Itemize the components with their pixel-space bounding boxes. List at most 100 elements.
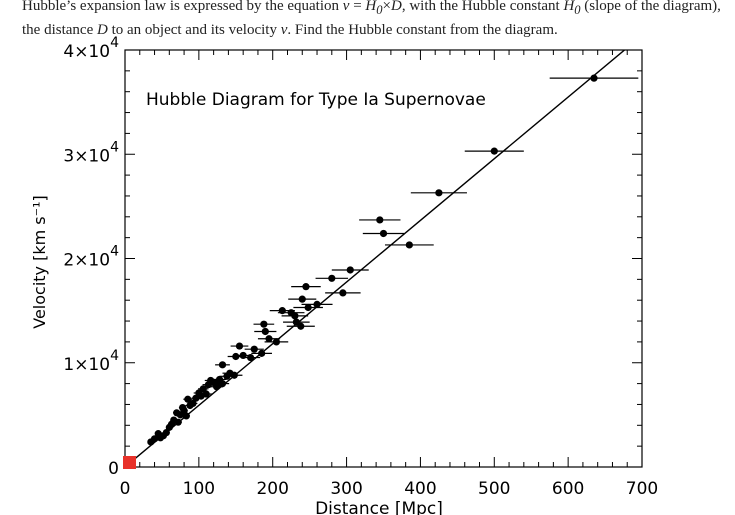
point-marker bbox=[258, 349, 266, 357]
x-tick-label: 300 bbox=[330, 479, 362, 499]
question-part: . Find the Hubble constant from the diag… bbox=[287, 22, 558, 38]
y-tick-mantissa: 1×10 bbox=[63, 355, 110, 375]
distance-symbol: D bbox=[390, 0, 402, 14]
hubble-subscript: 0 bbox=[376, 3, 383, 17]
x-tick-label: 600 bbox=[552, 479, 584, 499]
point-marker bbox=[313, 300, 321, 308]
point-marker bbox=[405, 241, 413, 249]
point-marker bbox=[162, 428, 170, 437]
point-marker bbox=[272, 338, 281, 346]
y-tick-label: 4×104 bbox=[63, 35, 119, 62]
data-point bbox=[286, 322, 315, 330]
question-part: to an object and its velocity bbox=[107, 22, 281, 38]
question-text: Hubble’s expansion law is expressed by t… bbox=[22, 0, 727, 40]
y-tick-exponent: 4 bbox=[110, 244, 119, 260]
data-point bbox=[384, 241, 434, 249]
data-point bbox=[254, 327, 277, 336]
point-marker bbox=[218, 361, 227, 369]
point-marker bbox=[246, 353, 255, 362]
point-marker bbox=[339, 289, 347, 297]
point-marker bbox=[261, 327, 269, 336]
point-marker bbox=[328, 274, 336, 282]
y-tick-label: 2×104 bbox=[63, 244, 119, 271]
data-point bbox=[162, 428, 170, 437]
x-tick-label: 700 bbox=[626, 479, 658, 499]
chart-title: Hubble Diagram for Type Ia Supernovae bbox=[146, 90, 486, 110]
data-point bbox=[183, 395, 193, 403]
y-tick-exponent: 4 bbox=[110, 348, 119, 364]
x-axis-label: Distance [Mpc] bbox=[315, 499, 443, 515]
point-marker bbox=[230, 371, 238, 379]
point-marker bbox=[298, 295, 306, 303]
hubble-subscript: 0 bbox=[574, 3, 581, 17]
plot-border bbox=[124, 49, 643, 468]
data-point bbox=[182, 412, 190, 420]
data-point bbox=[264, 338, 289, 346]
point-marker bbox=[232, 352, 240, 361]
data-point bbox=[215, 380, 230, 388]
data-point bbox=[410, 189, 467, 197]
data-point bbox=[226, 371, 243, 379]
tick-labels: 0 100 200 300 400 500 600 70001×1042×1043×1044×… bbox=[63, 35, 658, 499]
point-marker bbox=[218, 380, 227, 388]
point-marker bbox=[199, 385, 207, 393]
data-point bbox=[549, 74, 639, 82]
x-tick-label: 0 bbox=[120, 479, 131, 499]
x-tick-label: 400 bbox=[404, 479, 436, 499]
point-marker bbox=[590, 74, 598, 82]
question-part: Hubble’s expansion law is expressed by t… bbox=[22, 0, 343, 14]
x-tick-label: 500 bbox=[478, 479, 510, 499]
point-marker bbox=[302, 283, 310, 291]
y-tick-mantissa: 3×10 bbox=[63, 146, 110, 166]
point-marker bbox=[182, 412, 190, 420]
fit-line bbox=[125, 50, 626, 467]
question-part: , with the Hubble constant bbox=[401, 0, 564, 14]
y-tick-label: 3×104 bbox=[63, 139, 119, 166]
fit-line-group bbox=[125, 50, 626, 467]
x-tick-label: 100 bbox=[183, 479, 215, 499]
times-sign: × bbox=[382, 0, 391, 14]
y-tick-mantissa: 2×10 bbox=[63, 251, 110, 271]
point-marker bbox=[212, 383, 221, 391]
data-point bbox=[291, 283, 321, 291]
y-tick-exponent: 4 bbox=[110, 139, 119, 155]
point-marker bbox=[376, 216, 384, 224]
point-marker bbox=[202, 390, 210, 398]
point-marker bbox=[379, 229, 388, 238]
point-marker bbox=[291, 312, 299, 320]
x-tick-label: 200 bbox=[256, 479, 288, 499]
data-point bbox=[188, 399, 198, 408]
point-marker bbox=[297, 322, 305, 330]
y-tick-exponent: 4 bbox=[110, 35, 119, 51]
data-point bbox=[362, 229, 405, 238]
data-points bbox=[123, 74, 639, 469]
y-tick-label: 0 bbox=[108, 459, 119, 479]
data-point bbox=[240, 353, 261, 362]
y-tick-label: 1×104 bbox=[63, 348, 119, 375]
data-point bbox=[253, 320, 275, 328]
point-marker bbox=[250, 345, 258, 353]
point-marker bbox=[346, 266, 354, 274]
velocity-symbol: v bbox=[280, 22, 288, 38]
data-point bbox=[315, 274, 349, 282]
data-point bbox=[281, 312, 309, 320]
point-marker bbox=[260, 320, 268, 328]
data-point bbox=[283, 318, 310, 326]
hubble-symbol: H bbox=[563, 0, 575, 14]
hubble-symbol: H bbox=[365, 0, 377, 14]
question-part: (slope of the diagram), the distance bbox=[22, 0, 721, 38]
point-marker bbox=[174, 418, 182, 426]
point-marker bbox=[304, 303, 312, 312]
y-tick-mantissa: 0 bbox=[108, 459, 119, 479]
plot-frame bbox=[124, 49, 643, 468]
axis-ticks bbox=[124, 49, 643, 468]
velocity-symbol: v bbox=[342, 0, 350, 14]
y-axis-label: Velocity [km s⁻¹] bbox=[30, 195, 49, 328]
origin-marker bbox=[123, 456, 136, 469]
data-point bbox=[215, 361, 230, 369]
data-point bbox=[150, 435, 159, 443]
data-point bbox=[251, 349, 272, 357]
point-marker bbox=[235, 342, 244, 350]
point-marker bbox=[265, 335, 273, 343]
